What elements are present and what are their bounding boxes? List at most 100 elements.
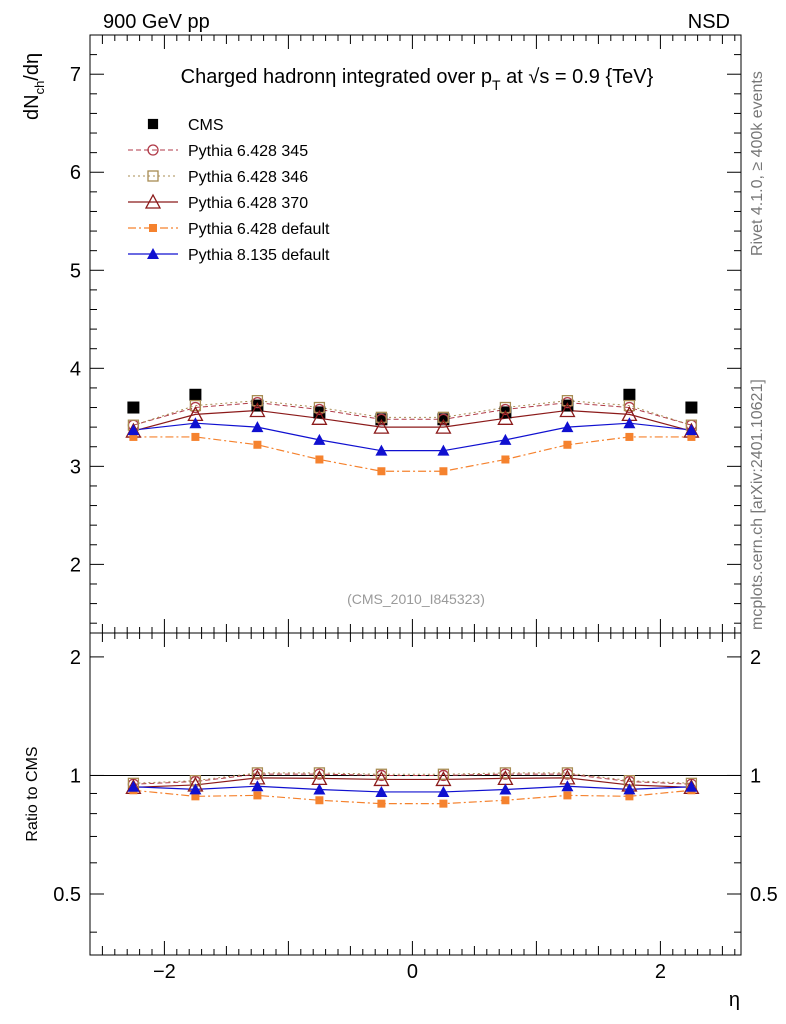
ratio-point-pythia-6-428-default [377, 799, 386, 808]
ratio-axis-ticks [89, 633, 741, 955]
ratio-point-pythia-6-428-default [501, 796, 510, 805]
main-point-pythia-6-428-346 [375, 411, 388, 423]
main-point-cms [127, 401, 140, 414]
ratio-line-pythia-6-428-370 [133, 777, 692, 788]
ratio-point-pythia-8-135-default [623, 783, 636, 795]
ratio-point-pythia-6-428-346 [313, 767, 326, 779]
main-point-pythia-8-135-default [375, 444, 388, 456]
legend-marker-pythia-8-135-default [147, 248, 159, 259]
ratio-line-pythia-6-428-345 [133, 773, 692, 785]
main-ytick-label: 6 [70, 162, 81, 184]
legend: CMS Pythia 6.428 345 Pythia 6.428 346 Pythi… [128, 117, 330, 264]
ratio-ytick-label-right: 0.5 [750, 884, 778, 906]
main-ytick-label: 2 [70, 554, 81, 576]
legend-marker-cms [147, 118, 159, 130]
ratio-point-pythia-6-428-default [625, 792, 634, 801]
main-point-cms [189, 388, 202, 401]
main-ytick-label: 4 [70, 358, 81, 380]
main-point-pythia-6-428-default [315, 455, 324, 464]
main-point-cms [623, 388, 636, 401]
main-point-pythia-6-428-default [191, 432, 200, 441]
main-point-pythia-6-428-370 [373, 418, 390, 434]
main-ytick-label: 5 [70, 260, 81, 282]
main-point-pythia-6-428-370 [559, 402, 576, 418]
legend-label-pythia-6-428-345: Pythia 6.428 345 [188, 143, 308, 160]
legend-label-pythia-6-428-370: Pythia 6.428 370 [188, 195, 308, 212]
xtick-label: 2 [655, 961, 666, 983]
ratio-point-pythia-8-135-default [499, 783, 512, 795]
ratio-plot-frame [89, 632, 742, 956]
main-ytick-labels: 2 3 4 5 6 7 [70, 64, 81, 576]
main-point-pythia-6-428-370 [311, 409, 328, 425]
main-point-pythia-8-135-default [499, 433, 512, 445]
ratio-point-pythia-8-135-default [313, 783, 326, 795]
header-right-label: NSD [688, 11, 730, 33]
main-point-pythia-6-428-370 [249, 402, 266, 418]
ratio-point-pythia-6-428-346 [437, 768, 450, 780]
ratio-xtick-labels: −2 0 2 [153, 961, 666, 983]
ratio-y-axis-label: Ratio to CMS [24, 746, 41, 841]
main-axis-ticks [89, 34, 741, 633]
ratio-ytick-label-right: 2 [750, 647, 761, 669]
ratio-ytick-label: 0.5 [53, 884, 81, 906]
header-left-label: 900 GeV pp [103, 11, 210, 33]
main-title: Charged hadronη integrated over pT at √s… [181, 66, 654, 93]
main-point-pythia-6-428-default [129, 432, 138, 441]
ratio-point-pythia-6-428-370 [435, 771, 452, 787]
xtick-label: 0 [407, 961, 418, 983]
ratio-point-pythia-8-135-default [685, 780, 698, 792]
ratio-point-pythia-6-428-370 [373, 771, 390, 787]
legend-label-pythia-6-428-346: Pythia 6.428 346 [188, 169, 308, 186]
main-panel: 2 3 4 5 6 7 Charged hadronη integrated over p… [21, 34, 742, 634]
ratio-point-pythia-6-428-default [191, 792, 200, 801]
ratio-ytick-labels-right: 0.5 1 2 [750, 647, 778, 906]
ratio-point-pythia-6-428-346 [251, 767, 264, 779]
ratio-point-pythia-8-135-default [375, 785, 388, 797]
main-point-cms [685, 401, 698, 414]
main-line-pythia-6-428-345 [133, 402, 692, 426]
main-line-pythia-6-428-370 [133, 409, 692, 432]
main-point-pythia-6-428-346 [623, 399, 636, 412]
ratio-point-pythia-8-135-default [127, 780, 140, 792]
main-point-pythia-6-428-default [625, 432, 634, 441]
main-point-pythia-8-135-default [313, 433, 326, 445]
main-point-pythia-8-135-default [189, 417, 202, 429]
main-ytick-label: 3 [70, 456, 81, 478]
main-y-axis-label: dNch/dη [21, 53, 47, 120]
main-point-pythia-6-428-370 [497, 409, 514, 425]
main-point-pythia-8-135-default [127, 424, 140, 436]
main-point-pythia-6-428-default [377, 467, 386, 476]
ratio-point-pythia-6-428-346 [499, 767, 512, 779]
main-point-pythia-6-428-370 [435, 418, 452, 434]
ratio-line-pythia-6-428-346 [133, 772, 692, 784]
main-series-group [125, 388, 700, 476]
ratio-ytick-label: 2 [70, 647, 81, 669]
legend-marker-pythia-6-428-345 [147, 144, 159, 156]
main-point-pythia-8-135-default [623, 417, 636, 429]
ratio-point-pythia-8-135-default [437, 785, 450, 797]
legend-marker-pythia-6-428-370 [144, 193, 162, 209]
analysis-watermark: (CMS_2010_I845323) [347, 591, 485, 607]
ratio-point-pythia-8-135-default [561, 780, 574, 792]
main-point-pythia-8-135-default [561, 421, 574, 433]
legend-label-cms: CMS [188, 117, 224, 134]
ratio-point-pythia-6-428-346 [375, 768, 388, 780]
ratio-line-pythia-8-135-default [133, 785, 692, 793]
main-point-pythia-6-428-default [253, 440, 262, 449]
ratio-series-group [125, 767, 700, 808]
main-point-pythia-8-135-default [251, 421, 264, 433]
ratio-ytick-label: 1 [70, 765, 81, 787]
main-point-pythia-6-428-default [439, 467, 448, 476]
x-axis-label: η [729, 989, 740, 1011]
main-line-pythia-8-135-default [133, 422, 692, 452]
ratio-ytick-labels: 0.5 1 2 [53, 647, 81, 906]
ratio-point-pythia-6-428-default [253, 791, 262, 800]
ratio-line-pythia-6-428-default [133, 789, 692, 805]
main-point-pythia-6-428-346 [189, 399, 202, 412]
mcplots-source-label: mcplots.cern.ch [arXiv:2401.10621] [749, 379, 766, 630]
ratio-point-pythia-6-428-default [315, 796, 324, 805]
legend-label-pythia-8-135-default: Pythia 8.135 default [188, 247, 330, 264]
main-point-pythia-6-428-default [687, 432, 696, 441]
legend-marker-pythia-6-428-default [149, 224, 157, 232]
